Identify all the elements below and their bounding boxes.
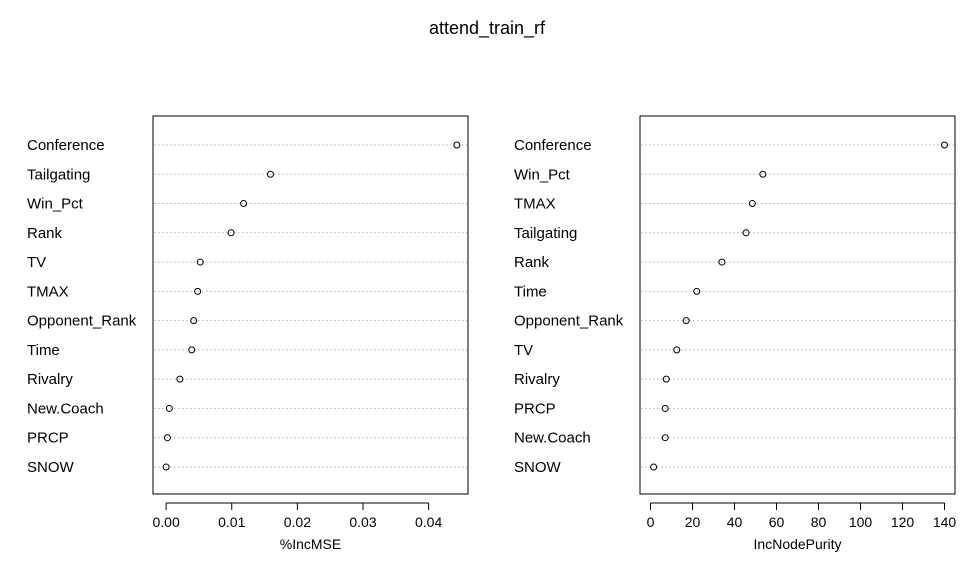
x-tick-label: 120 [891, 514, 915, 530]
category-label: TMAX [514, 196, 556, 213]
category-label: PRCP [514, 400, 556, 417]
data-point [742, 229, 750, 237]
category-label: Rivalry [27, 371, 73, 388]
category-label: Opponent_Rank [514, 313, 624, 330]
data-point [662, 375, 670, 383]
category-label: Win_Pct [514, 166, 571, 183]
category-label: Time [514, 283, 547, 300]
category-label: New.Coach [514, 430, 591, 447]
data-point [194, 287, 202, 295]
category-label: TV [514, 342, 533, 359]
category-label: Rivalry [514, 371, 560, 388]
data-point [682, 317, 690, 325]
category-label: Conference [514, 137, 592, 154]
category-label: Win_Pct [27, 196, 84, 213]
panel-incmse: Conference Tailgating Win_Pct Rank TV TMAX Opp… [27, 115, 469, 552]
data-point [661, 434, 669, 442]
x-tick-label: 40 [727, 514, 743, 530]
x-tick-label: 0.01 [218, 514, 245, 530]
category-label: Conference [27, 137, 105, 154]
data-point [759, 170, 767, 178]
x-tick-label: 0 [647, 514, 655, 530]
category-label: Tailgating [27, 166, 90, 183]
x-tick-label: 0.04 [415, 514, 442, 530]
data-point [266, 170, 274, 178]
category-label: SNOW [514, 459, 562, 476]
data-point [748, 200, 756, 208]
category-label: Opponent_Rank [27, 313, 137, 330]
category-label: Rank [514, 254, 550, 271]
data-point [188, 346, 196, 354]
plot-frame [152, 115, 469, 495]
data-point [941, 141, 948, 149]
data-point [240, 200, 248, 208]
data-point [227, 229, 235, 237]
data-point [190, 317, 198, 325]
x-tick-label: 140 [933, 514, 957, 530]
x-axis-label: %IncMSE [280, 536, 341, 552]
category-label: PRCP [27, 430, 69, 447]
category-label: Time [27, 342, 60, 359]
data-point [661, 404, 669, 412]
category-label: Rank [27, 225, 63, 242]
category-label: New.Coach [27, 400, 104, 417]
data-point [673, 346, 681, 354]
panel-incnodepurity: Conference Win_Pct TMAX Tailgating Rank Time O… [514, 115, 957, 552]
data-point [650, 463, 658, 471]
x-tick-label: 0.00 [153, 514, 180, 530]
data-point [718, 258, 726, 266]
data-point [162, 463, 170, 471]
x-tick-label: 60 [769, 514, 785, 530]
category-label: TV [27, 254, 46, 271]
x-tick-label: 20 [685, 514, 701, 530]
data-point [196, 258, 204, 266]
x-tick-label: 100 [849, 514, 873, 530]
plot-frame [639, 115, 956, 495]
chart-title: attend_train_rf [429, 18, 546, 39]
category-label: SNOW [27, 459, 75, 476]
category-label: Tailgating [514, 225, 577, 242]
data-point [176, 375, 184, 383]
data-point [453, 141, 461, 149]
x-axis-label: IncNodePurity [754, 536, 842, 552]
x-tick-label: 0.02 [284, 514, 311, 530]
data-point [163, 434, 171, 442]
data-point [165, 404, 173, 412]
data-point [693, 287, 701, 295]
category-label: TMAX [27, 283, 69, 300]
x-tick-label: 80 [811, 514, 827, 530]
x-tick-label: 0.03 [349, 514, 376, 530]
